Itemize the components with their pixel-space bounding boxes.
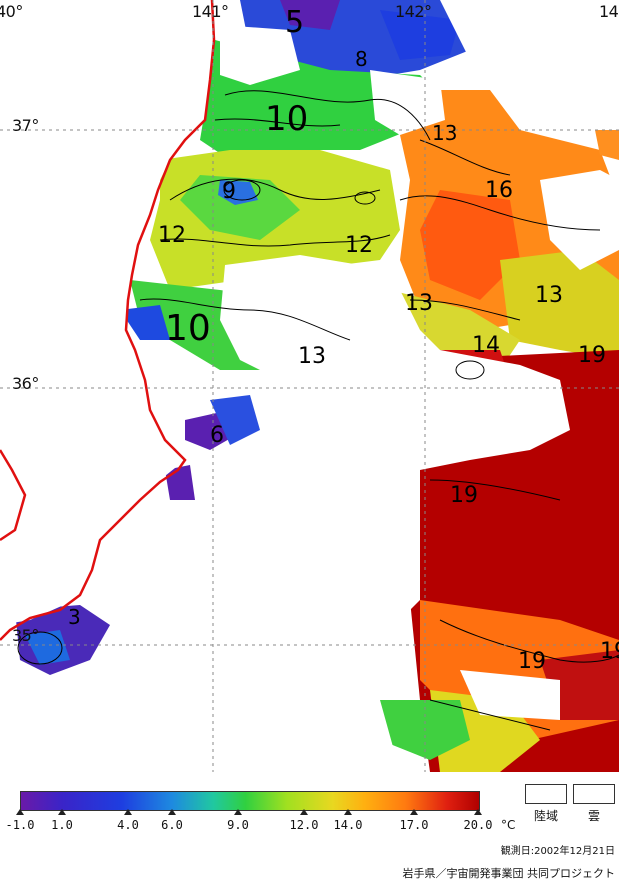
field-orange-ne [595,130,619,160]
tick-mark-1 [16,809,24,815]
isotherm-contours [17,90,619,731]
field-blue-north2 [380,10,460,60]
cloud-east [540,170,619,270]
iso-label-1: 5 [285,5,304,40]
lon-label-140: 40° [0,2,23,21]
tick-mark-6 [300,809,308,815]
cloud-masks [110,0,619,772]
temperature-colorbar [20,791,480,811]
cloud-key-label: 雲 [587,809,601,823]
iso-label-18: 19 [518,649,546,674]
field-blue-patch [218,180,258,205]
cloud-far-south [110,690,400,772]
legend-area: -1.0 1.0 4.0 6.0 9.0 12.0 14.0 17.0 20.0… [0,772,619,881]
tick-mark-2 [58,809,66,815]
iso-label-12: 14 [472,333,500,358]
tick-mark-5 [234,809,242,815]
lat-label-36: 36° [12,374,39,393]
lat-label-37: 37° [12,116,39,135]
tick-mark-9 [474,809,482,815]
land-mass [0,0,214,625]
tick-label-7: 14.0 [333,818,363,832]
tick-label-5: 9.0 [227,818,249,832]
coastline-inlet [0,449,27,542]
iso-label-6: 16 [485,178,513,203]
lat-label-35: 35° [12,626,39,645]
iso-label-15: 6 [210,423,224,448]
cloud-key-box [573,784,615,804]
field-green-central [180,175,300,240]
iso-label-11: 10 [165,308,211,349]
lon-label-141: 141° [192,2,229,21]
cloud-central [220,255,570,470]
field-blue-w1 [210,395,260,445]
tick-label-6: 12.0 [289,818,319,832]
tick-mark-8 [410,809,418,815]
tick-label-1: -1.0 [5,818,35,832]
observation-date: 観測日:2002年12月21日 [500,846,615,857]
lon-label-142: 142° [395,2,432,21]
iso-label-9: 13 [405,291,433,316]
lon-label-143: 14 [599,2,619,21]
iso-label-3: 10 [265,99,308,139]
field-blue-southwest [120,305,170,340]
iso-label-19: 19 [600,639,619,664]
credit-text: 岩手県／宇宙開発事業団 共同プロジェクト [402,867,616,880]
field-red-east [420,190,520,300]
isotherm-labels: 5 8 10 13 9 16 12 12 13 13 10 14 13 19 6… [68,5,619,674]
tick-label-8: 17.0 [399,818,429,832]
iso-label-14: 19 [578,343,606,368]
iso-label-5: 9 [222,179,236,204]
iso-label-7: 12 [158,223,186,248]
tick-mark-3 [124,809,132,815]
sst-map: 5 8 10 13 9 16 12 12 13 13 10 14 13 19 6… [0,0,619,772]
tick-label-3: 4.0 [117,818,139,832]
unit-label: °C [501,818,516,832]
iso-label-8: 12 [345,233,373,258]
cloud-north-center [370,70,445,135]
tick-mark-7 [344,809,352,815]
coastline [0,0,216,641]
field-yellow-east [500,250,619,360]
cloud-south-east [460,670,560,720]
land-key-box [525,784,567,804]
tick-mark-4 [168,809,176,815]
land-key-label: 陸域 [533,809,559,823]
iso-label-2: 8 [355,47,368,71]
iso-label-10: 13 [535,283,563,308]
lat-lon-grid [0,0,619,772]
field-purple-north [280,0,340,30]
cloud-north-east [440,0,619,130]
tick-label-2: 1.0 [51,818,73,832]
tick-label-9: 20.0 [463,818,493,832]
cloud-north [220,25,300,85]
iso-label-13: 13 [298,344,326,369]
iso-label-17: 3 [68,605,81,629]
cloud-south-central [200,470,420,660]
iso-label-16: 19 [450,483,478,508]
sst-map-canvas: 5 8 10 13 9 16 12 12 13 13 10 14 13 19 6… [0,0,619,772]
iso-label-4: 13 [432,121,457,145]
tick-label-4: 6.0 [161,818,183,832]
